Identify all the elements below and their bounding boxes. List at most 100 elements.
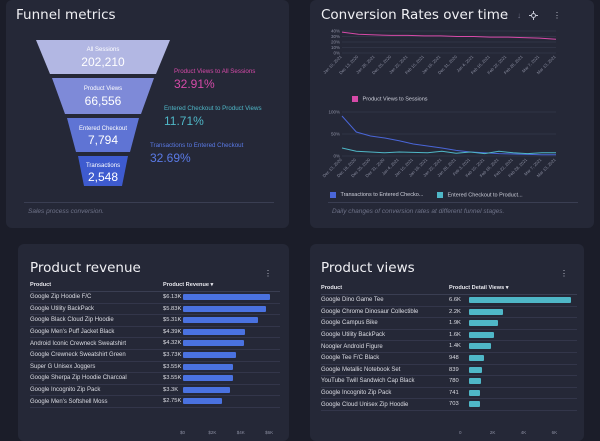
views-col-product[interactable]: Product [321,285,449,295]
row-bar [183,386,230,393]
row-value-label: 948 [449,354,459,361]
table-row[interactable]: Google Men's Puff Jacket Black $4.39K [30,326,280,339]
row-bar [469,366,482,373]
table-row[interactable]: Noogler Android Figure 1.4K [321,340,577,353]
legend-swatch-checkout [436,192,443,198]
row-bar [183,351,236,358]
x-tick-label: $0 [180,430,186,435]
row-bar [183,317,259,324]
conversion-2-value: 32.69% [150,151,191,165]
revenue-col-product[interactable]: Product [30,282,163,292]
conversion-2-label: Transactions to Entered Checkout [150,142,244,149]
legend-swatch-transactions [330,192,336,198]
row-product-name: Google Chrome Dinosaur Collectible [321,306,449,319]
table-row[interactable]: Google Incognito Zip Pack 741 [321,387,577,400]
row-product-name: Noogler Android Figure [321,340,449,353]
views-table: Product Product Detail Views ▾ Google Di… [321,285,577,411]
table-row[interactable]: Google Utility BackPack $5.83K [30,303,280,316]
views-col-value[interactable]: Product Detail Views ▾ [449,285,577,295]
y-tick-label: 20% [331,40,340,45]
row-value-label: $3.55K [163,375,182,382]
more-options-icon[interactable]: ⋮ [553,11,561,20]
y-tick-label: 0% [333,51,340,56]
table-row[interactable]: Super G Unisex Joggers $3.55K [30,361,280,374]
row-bar [469,343,491,350]
series-line-1[interactable] [341,147,556,155]
conversion-rates-footer: Daily changes of conversion rates at dif… [332,208,505,215]
views-more-options-icon[interactable]: ⋮ [560,269,568,278]
drill-icon[interactable] [529,11,538,20]
funnel-stage-3-value: 2,548 [88,170,118,184]
row-bar-cell: 1.4K [449,340,577,353]
row-product-name: Google Incognito Zip Pack [321,387,449,400]
table-row[interactable]: Google Incognito Zip Pack $3.3K [30,384,280,397]
table-row[interactable]: Android Iconic Crewneck Sweatshirt $4.32K [30,337,280,350]
table-row[interactable]: Google Utility BackPack 1.6K [321,329,577,342]
table-row[interactable]: Google Crewneck Sweatshirt Green $3.73K [30,349,280,362]
legend-swatch-views-sessions [352,96,358,102]
product-revenue-card: Product revenue ⋮ Product Product Revenu… [18,244,289,441]
series-line-0[interactable] [341,31,557,40]
table-row[interactable]: Google Men's Softshell Moss $2.75K [30,395,280,408]
row-product-name: Google Utility BackPack [30,303,163,316]
funnel-stage-3 [78,156,128,186]
x-tick-label: $4K [236,430,245,435]
table-row[interactable]: Google Zip Hoodie F/C $6.13K [30,291,280,304]
row-bar [469,378,481,385]
row-bar-cell: 1.9K [449,317,577,330]
row-value-label: $3.3K [163,386,179,393]
product-views-card: Product views ⋮ Product Product Detail V… [310,244,584,441]
row-value-label: 6.6K [449,297,461,303]
table-row[interactable]: Google Sherpa Zip Hoodie Charcoal $3.55K [30,372,280,385]
funnel-stage-0-label: All Sessions [87,47,120,53]
row-bar-cell: 780 [449,375,577,388]
conversion-divider [328,202,578,203]
row-product-name: Google Zip Hoodie F/C [30,291,163,304]
row-bar-cell: 741 [449,387,577,400]
row-value-label: $6.13K [163,294,182,300]
table-row[interactable]: Google Campus Bike 1.9K [321,317,577,330]
funnel-stage-1 [52,78,154,114]
funnel-stage-1-value: 66,556 [85,94,122,108]
row-value-label: $3.73K [163,351,182,358]
table-row[interactable]: Google Cloud Unisex Zip Hoodie 703 [321,398,577,411]
row-bar [183,375,234,382]
table-row[interactable]: Google Metallic Notebook Set 839 [321,364,577,377]
series-line-0[interactable] [341,115,556,156]
row-value-label: $5.31K [163,317,182,324]
sort-up-icon[interactable]: ↑ [504,11,508,20]
row-bar [183,328,246,335]
table-row[interactable]: Google Tee F/C Black 948 [321,352,577,365]
funnel-title: Funnel metrics [16,7,116,23]
row-bar [469,401,480,408]
row-bar-cell: $4.39K [163,326,280,339]
row-product-name: YouTube Twill Sandwich Cap Black [321,375,449,388]
table-row[interactable]: Google Chrome Dinosaur Collectible 2.2K [321,306,577,319]
conversion-0-label: Product Views to All Sessions [174,68,256,75]
row-bar [469,331,494,338]
x-tick-label: 6K [551,430,558,435]
revenue-more-options-icon[interactable]: ⋮ [264,269,272,278]
sort-down-icon[interactable]: ↓ [517,11,521,20]
row-bar [469,297,571,303]
y-tick-label: 50% [331,132,340,137]
row-product-name: Google Black Cloud Zip Hoodie [30,314,163,327]
funnel-stage-0 [36,40,170,74]
row-bar-cell: $3.55K [163,361,280,374]
row-value-label: 2.2K [449,308,461,315]
row-product-name: Google Metallic Notebook Set [321,364,449,377]
table-row[interactable]: Google Black Cloud Zip Hoodie $5.31K [30,314,280,327]
row-product-name: Google Crewneck Sweatshirt Green [30,349,163,362]
row-value-label: $5.83K [163,305,182,312]
row-value-label: $4.32K [163,340,182,347]
table-row[interactable]: YouTube Twill Sandwich Cap Black 780 [321,375,577,388]
row-value-label: $3.55K [163,363,182,370]
table-row[interactable]: Google Dino Game Tee 6.6K [321,294,577,307]
x-tick-label: 4K [520,430,527,435]
row-value-label: 1.9K [449,320,461,327]
funnel-stage-2 [67,118,139,152]
row-bar-cell: $3.73K [163,349,280,362]
revenue-col-value[interactable]: Product Revenue ▾ [163,282,280,292]
